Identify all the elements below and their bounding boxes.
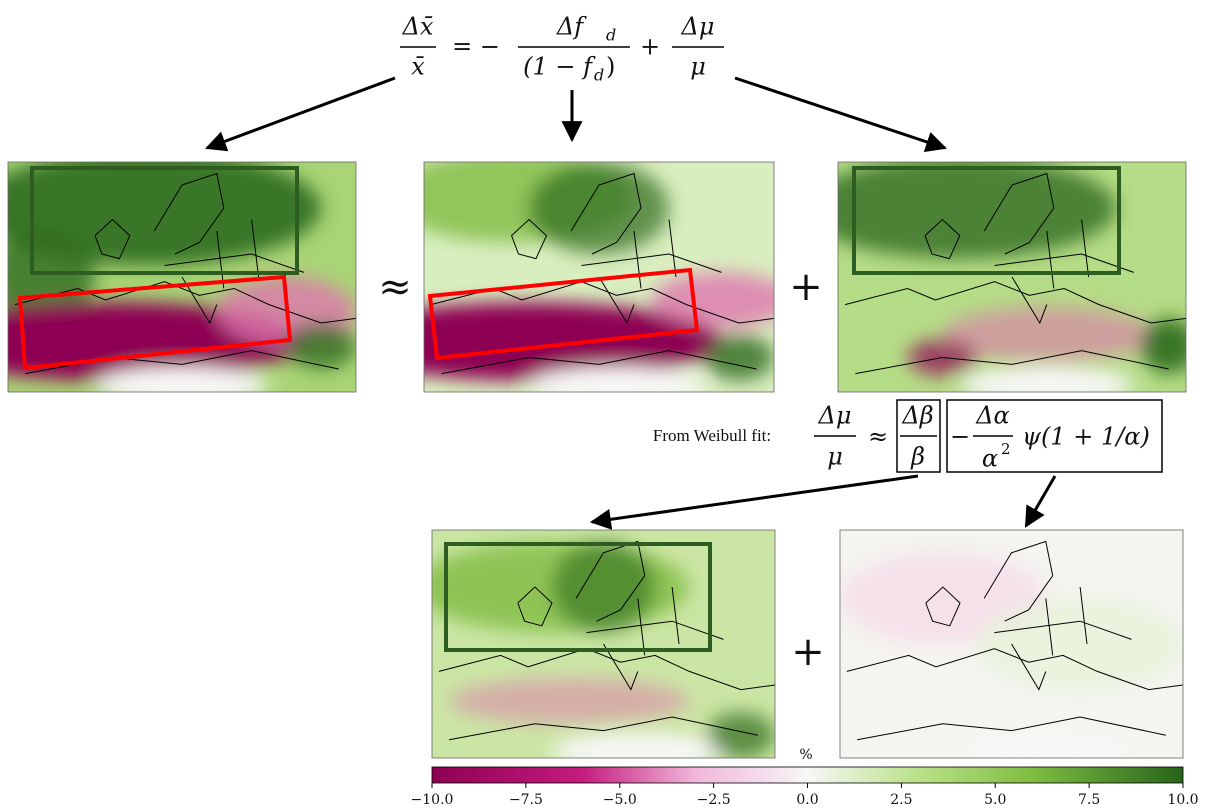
map-coastline — [844, 172, 1186, 375]
map-blob — [1140, 318, 1186, 374]
term-box — [946, 399, 1163, 473]
plus-symbol: + — [789, 264, 823, 310]
colorbar-tick-label: −5.0 — [603, 792, 637, 808]
eq-sup: 2 — [1001, 440, 1011, 458]
eq-num: Δμ — [681, 13, 715, 41]
colorbar: % −10.0 −7.5 −5.0 −2.5 0.0 2.5 5.0 7.5 10.0 — [411, 747, 1199, 808]
colorbar-tick-label: 2.5 — [890, 792, 912, 808]
colorbar-tick-label: −2.5 — [697, 792, 731, 808]
map-blob — [651, 272, 774, 328]
eq-den: (1 − f — [523, 53, 596, 81]
eq-sub: d — [606, 26, 616, 45]
eq-den: μ — [690, 53, 706, 81]
eq-op: + — [640, 33, 660, 61]
colorbar-tick-label: 0.0 — [796, 792, 818, 808]
weibull-label: From Weibull fit: — [653, 426, 771, 445]
region-box — [30, 166, 299, 275]
map-blob — [552, 541, 655, 633]
eq-den: x̄ — [411, 53, 425, 81]
eq-sub: d — [594, 66, 604, 85]
plus-symbol: + — [791, 629, 825, 675]
arrow — [589, 474, 919, 530]
eq-op: − — [950, 423, 970, 451]
map-blob — [838, 162, 1117, 259]
region-box — [852, 166, 1121, 275]
eq-num: Δμ — [818, 402, 852, 430]
colorbar-bar — [431, 766, 1184, 784]
map-panel — [432, 530, 775, 758]
arrows — [205, 76, 1057, 530]
region-box — [427, 267, 700, 361]
map-blob — [959, 366, 1134, 392]
map-field — [840, 552, 1183, 758]
map-coastline — [438, 540, 775, 741]
equation-top: Δx̄ x̄ = − Δf d (1 − f d ) + Δμ μ — [400, 13, 724, 85]
eq-den: ) — [606, 53, 615, 81]
map-frame — [423, 161, 775, 393]
map-blob — [942, 306, 1152, 363]
map-field — [432, 541, 775, 758]
map-panel — [840, 530, 1183, 758]
map-blob — [449, 678, 690, 724]
equation-weibull: From Weibull fit: Δμ μ ≈ Δβ β − Δα α 2 ψ… — [653, 399, 1163, 473]
map-blob — [8, 231, 95, 323]
term-box — [896, 399, 941, 473]
eq-den: β — [910, 443, 925, 471]
map-coastline — [14, 172, 356, 375]
map-blob — [977, 598, 1183, 690]
eq-num: Δα — [975, 402, 1010, 430]
arrow — [1024, 475, 1057, 528]
colorbar-tick-label: 10.0 — [1167, 792, 1198, 808]
eq-num: Δβ — [901, 402, 933, 430]
colorbar-tick-label: −7.5 — [509, 792, 543, 808]
map-coastline — [846, 540, 1183, 741]
eq-num: Δf — [556, 13, 587, 41]
map-blob — [960, 732, 1132, 758]
arrow — [205, 76, 396, 152]
map-coastline — [430, 172, 774, 375]
map-panel — [838, 162, 1186, 392]
map-frame — [7, 161, 357, 393]
region-box — [17, 274, 293, 371]
eq-den: α — [982, 445, 998, 473]
map-frame — [839, 529, 1184, 759]
eq-op: = − — [452, 33, 500, 61]
map-frame — [431, 529, 776, 759]
map-blob — [706, 712, 775, 758]
map-blob — [95, 366, 269, 392]
map-blob — [529, 366, 704, 392]
colorbar-tick-label: 7.5 — [1078, 792, 1100, 808]
region-box — [444, 542, 712, 652]
arrow — [734, 76, 947, 152]
map-frame — [837, 161, 1187, 393]
colorbar-label: % — [799, 747, 812, 763]
map-blob — [704, 334, 774, 381]
colorbar-tick-label: 5.0 — [984, 792, 1006, 808]
colorbar-tick-label: −10.0 — [411, 792, 454, 808]
eq-term: ψ(1 + 1/α) — [1022, 423, 1150, 451]
eq-op: ≈ — [868, 423, 888, 451]
map-blob — [286, 323, 356, 369]
eq-num: Δx̄ — [402, 13, 434, 41]
map-blob — [529, 162, 669, 254]
map-blob — [552, 732, 724, 758]
approx-symbol: ≈ — [378, 264, 412, 310]
maps — [7, 161, 1187, 759]
eq-den: μ — [827, 443, 843, 471]
